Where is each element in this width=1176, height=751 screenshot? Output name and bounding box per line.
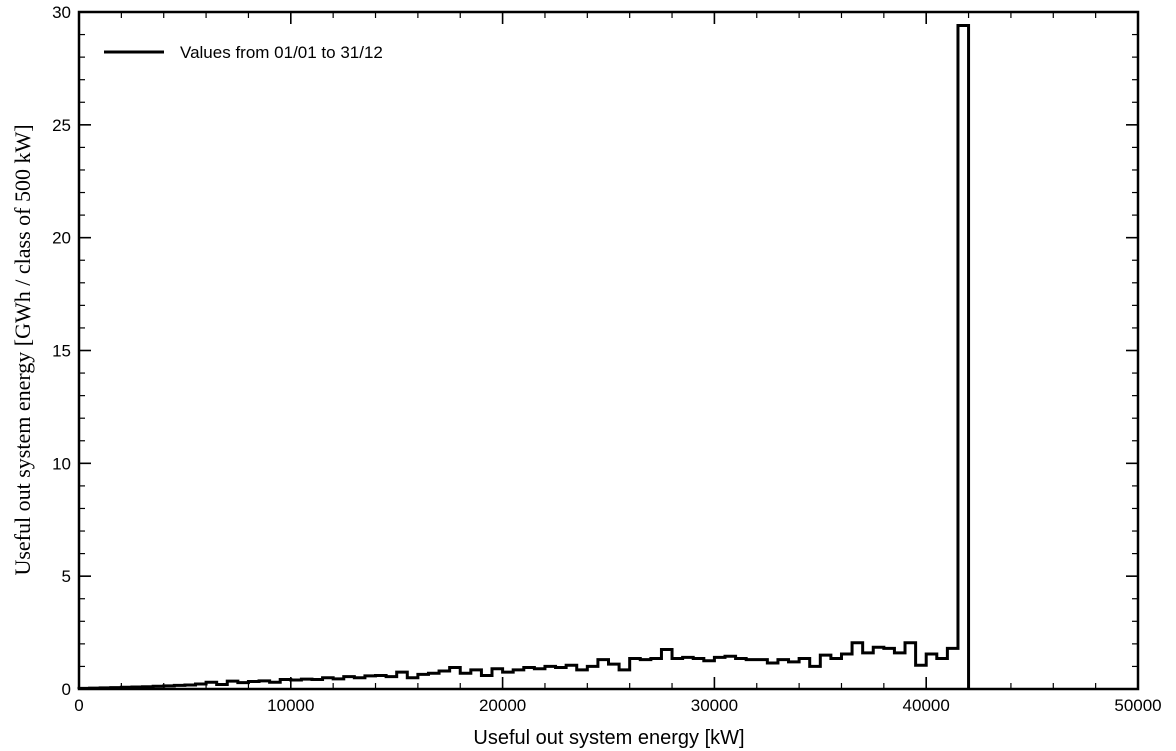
histogram-bin [450,668,461,689]
histogram-bin [609,664,620,689]
histogram-bin [799,659,810,689]
histogram-bin [397,672,408,689]
x-tick-labels: 0 10000 20000 30000 40000 50000 [74,696,1161,715]
x-tick-label: 0 [74,696,83,715]
histogram-bin [894,653,905,689]
histogram-bin [661,650,672,689]
x-tick-label: 10000 [267,696,314,715]
histogram-bin [556,668,567,689]
histogram-bin [958,26,969,689]
histogram-bin [354,678,365,689]
histogram-bin [810,666,821,689]
series-step-line [77,24,971,690]
y-tick-label: 30 [52,3,71,22]
histogram-bin [926,654,937,689]
x-tick-label: 40000 [903,696,950,715]
histogram-bin [651,659,662,689]
histogram-bin [323,678,334,689]
histogram-bin [757,660,768,689]
histogram-bin [725,656,736,689]
y-tick-label: 0 [62,680,71,699]
x-tick-label: 20000 [479,696,526,715]
histogram-bin [841,654,852,689]
y-tick-label: 10 [52,454,71,473]
histogram-bin [460,673,471,689]
histogram-bin [428,673,439,689]
histogram-bin [736,659,747,689]
histogram-bin [714,657,725,689]
histogram-bin [640,660,651,689]
plot-frame [77,10,1140,691]
histogram-bin [873,647,884,689]
x-tick-label: 30000 [691,696,738,715]
histogram-bin [587,666,598,689]
histogram-bin [619,670,630,689]
histogram-bin [344,677,355,689]
histogram-bin [831,659,842,689]
histogram-bin [683,657,694,689]
histogram-bin [545,666,556,689]
histogram-bin [577,670,588,689]
histogram-bin [513,670,524,689]
histogram-bin [704,661,715,689]
histogram-bin [820,655,831,689]
y-tick-label: 5 [62,567,71,586]
y-tick-label: 25 [52,116,71,135]
histogram-bin [630,659,641,689]
histogram-bin [767,663,778,689]
legend: Values from 01/01 to 31/12 [104,43,383,62]
histogram-bin [439,671,450,689]
y-tick-labels: 0 5 10 15 20 25 30 [52,3,71,699]
histogram-bin [672,659,683,689]
histogram-bin [937,659,948,689]
x-axis-title: Useful out system energy [kW] [473,727,744,749]
histogram-bin [863,653,874,689]
histogram-bin [376,675,387,689]
histogram-bin [778,660,789,689]
histogram-bin [884,648,895,689]
axis-ticks [78,11,1139,690]
histogram-bin [418,674,429,689]
histogram-bin [789,662,800,689]
y-tick-label: 15 [52,342,71,361]
y-axis-title: Useful out system energy [GWh / class of… [10,124,35,575]
histogram-bin [534,669,545,689]
histogram-bin [598,660,609,689]
histogram-bin [693,659,704,689]
histogram-bin [471,670,482,689]
histogram-bin [386,677,397,689]
histogram-bin [905,643,916,689]
histogram-bin [524,668,535,689]
histogram-bin [481,675,492,689]
histogram-bins [79,26,969,689]
histogram-bin [947,648,958,689]
histogram-bin [333,679,344,689]
y-tick-label: 20 [52,229,71,248]
histogram-bin [503,672,514,689]
histogram-bin [566,665,577,689]
legend-label: Values from 01/01 to 31/12 [180,43,383,62]
x-tick-label: 50000 [1114,696,1161,715]
histogram-bin [916,665,927,689]
histogram-bin [852,643,863,689]
histogram-bin [492,669,503,689]
histogram-bin [746,660,757,689]
histogram-bin [407,678,418,689]
histogram-bin [365,676,376,689]
